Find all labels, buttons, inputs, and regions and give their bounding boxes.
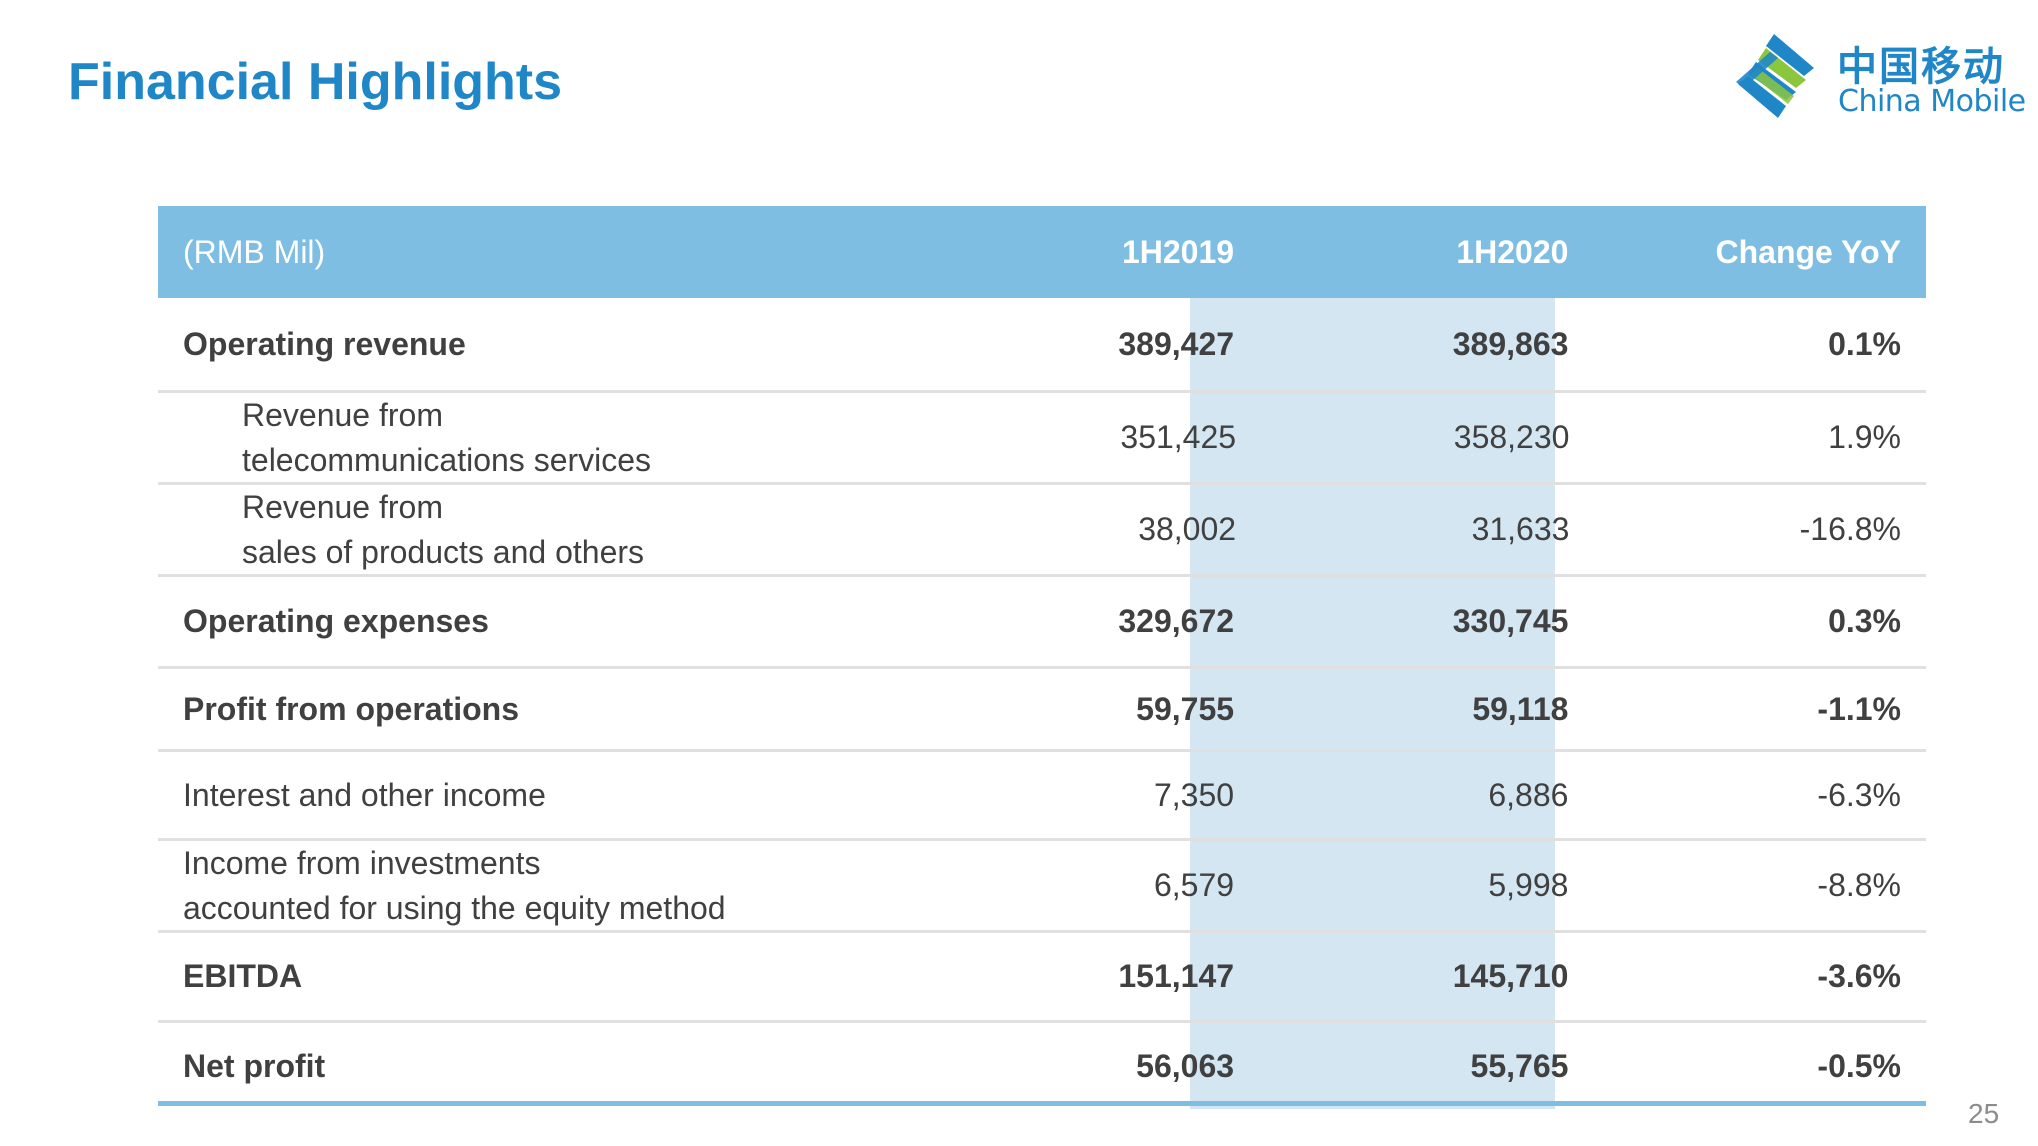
table-row: Revenue from telecommunications services… (158, 390, 1926, 482)
row-label-line-1: Income from investments (183, 844, 541, 881)
column-header-unit: (RMB Mil) (183, 233, 326, 270)
row-label: Operating expenses (183, 603, 489, 639)
table-row: Operating revenue 389,427 389,863 0.1% (158, 298, 1926, 390)
china-mobile-logo-icon (1736, 34, 1814, 118)
row-label-line-1: Revenue from (242, 488, 443, 525)
value-1h2019: 151,147 (1118, 958, 1235, 994)
row-label: EBITDA (183, 958, 303, 994)
table-row: Net profit 56,063 55,765 -0.5% (158, 1020, 1926, 1109)
table-row: EBITDA 151,147 145,710 -3.6% (158, 930, 1926, 1020)
company-logo: 中国移动 China Mobile (1730, 28, 2026, 124)
value-1h2020: 59,118 (1472, 690, 1569, 727)
row-label: Operating revenue (183, 325, 466, 362)
value-change-yoy: -1.1% (1817, 690, 1901, 727)
value-change-yoy: -6.3% (1817, 776, 1901, 813)
highlighted-column (1190, 298, 1555, 1109)
financial-highlights-table: (RMB Mil) 1H2019 1H2020 Change YoY Opera… (158, 206, 1926, 1109)
row-label: Interest and other income (183, 776, 546, 813)
table-row: Income from investments accounted for us… (158, 838, 1926, 930)
row-label: Income from investments accounted for us… (158, 841, 925, 931)
page-number: 25 (1968, 1098, 2000, 1129)
value-1h2020: 358,230 (1453, 419, 1570, 455)
table-bottom-rule (158, 1101, 1926, 1106)
value-1h2019: 389,427 (1118, 325, 1235, 362)
logo-english-name: China Mobile (1838, 84, 2026, 119)
value-1h2019: 6,579 (1153, 867, 1235, 903)
value-change-yoy: -3.6% (1817, 958, 1901, 994)
column-header-change-yoy: Change YoY (1715, 233, 1901, 270)
table-row: Revenue from sales of products and other… (158, 482, 1926, 574)
table-header-row: (RMB Mil) 1H2019 1H2020 Change YoY (158, 206, 1926, 298)
value-change-yoy: -16.8% (1799, 511, 1901, 547)
value-1h2019: 7,350 (1153, 776, 1235, 813)
value-change-yoy: -0.5% (1817, 1047, 1901, 1084)
value-1h2020: 6,886 (1488, 776, 1569, 813)
page-title: Financial Highlights (68, 53, 563, 111)
value-1h2020: 5,998 (1488, 867, 1569, 903)
column-header-1h2019: 1H2019 (1121, 233, 1235, 270)
value-1h2020: 145,710 (1452, 958, 1569, 994)
value-1h2020: 31,633 (1471, 511, 1570, 547)
value-1h2019: 351,425 (1120, 419, 1237, 455)
row-label: Net profit (183, 1047, 326, 1084)
row-label: Profit from operations (183, 690, 520, 727)
value-1h2019: 38,002 (1138, 511, 1237, 547)
row-label-line-1: Revenue from (242, 396, 443, 433)
row-label: Revenue from sales of products and other… (158, 485, 928, 575)
table-row: Interest and other income 7,350 6,886 -6… (158, 749, 1926, 838)
value-1h2019: 59,755 (1136, 690, 1235, 727)
value-change-yoy: 1.9% (1828, 419, 1901, 455)
value-change-yoy: 0.1% (1828, 325, 1901, 362)
table-row: Operating expenses 329,672 330,745 0.3% (158, 574, 1926, 666)
row-label-line-2: telecommunications services (242, 441, 652, 478)
value-1h2019: 329,672 (1118, 603, 1235, 639)
row-label: Revenue from telecommunications services (158, 393, 928, 483)
logo-chinese-name: 中国移动 (1837, 44, 2005, 90)
row-label-line-2: accounted for using the equity method (183, 889, 726, 926)
value-1h2020: 330,745 (1452, 603, 1569, 639)
value-1h2020: 55,765 (1470, 1047, 1569, 1084)
value-1h2020: 389,863 (1452, 325, 1569, 362)
column-header-1h2020: 1H2020 (1456, 233, 1569, 270)
value-change-yoy: 0.3% (1828, 603, 1901, 639)
table-body: Operating revenue 389,427 389,863 0.1% R… (158, 298, 1926, 1109)
table-row: Profit from operations 59,755 59,118 -1.… (158, 666, 1926, 749)
value-1h2019: 56,063 (1136, 1047, 1235, 1084)
value-change-yoy: -8.8% (1817, 867, 1901, 903)
row-label-line-2: sales of products and others (242, 533, 645, 570)
